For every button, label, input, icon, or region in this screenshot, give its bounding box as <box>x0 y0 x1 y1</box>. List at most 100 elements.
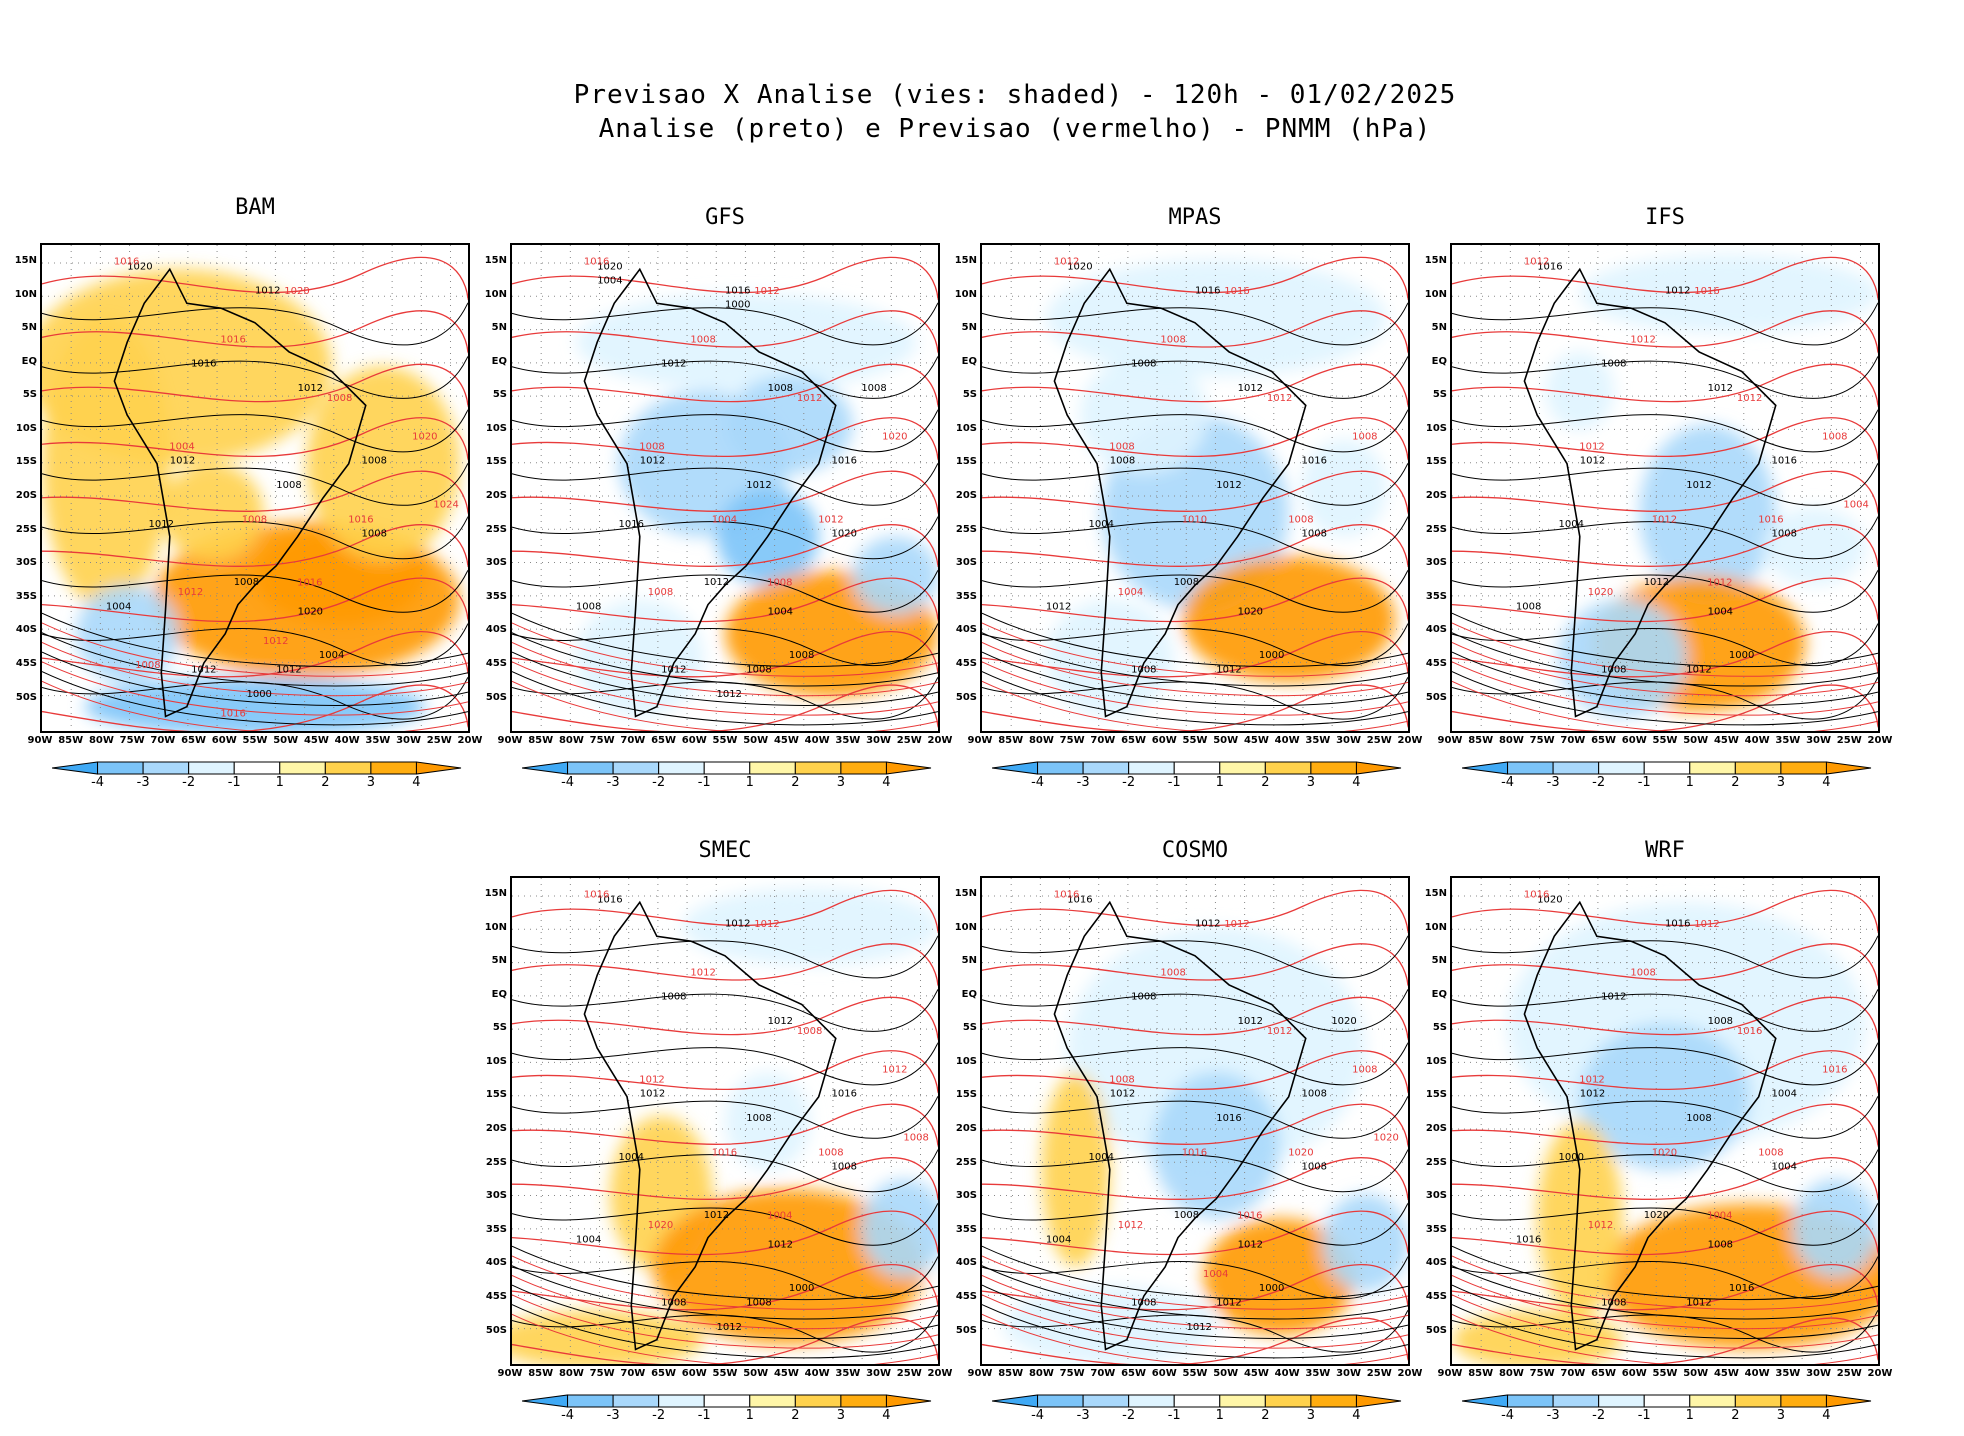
colorbar-swatch <box>522 1394 569 1408</box>
forecast-isobar-label: 1008 <box>797 1026 822 1037</box>
panel-title: BAM <box>235 195 275 220</box>
forecast-isobar-label: 1016 <box>584 890 609 901</box>
map-plot: 1016 1012 1008 1012 1012 1008 1016 1004 1012 1012… <box>510 876 940 1366</box>
forecast-isobar <box>512 1317 938 1364</box>
analysis-isobar-label: 1004 <box>1559 519 1584 530</box>
colorbar-swatch <box>142 761 190 775</box>
forecast-isobar <box>512 1050 938 1093</box>
bias-area <box>1537 1121 1623 1316</box>
lat-label: 5N <box>491 955 507 967</box>
colorbar-label: 1 <box>1685 1408 1694 1423</box>
south-america-coastline <box>1523 267 1777 718</box>
lon-label: 50W <box>1683 735 1709 746</box>
colorbar-swatch <box>1507 1394 1554 1408</box>
analysis-isobar-label: 1012 <box>640 456 665 467</box>
bias-area <box>1067 926 1366 1170</box>
lon-label: 60W <box>211 735 237 746</box>
analysis-isobar <box>1452 1149 1878 1193</box>
lon-label: 85W <box>528 1368 554 1379</box>
southern-isobar <box>982 661 1408 716</box>
forecast-isobar <box>42 577 468 623</box>
forecast-isobar <box>1452 889 1878 933</box>
lon-label: 50W <box>273 735 299 746</box>
colorbar-swatch <box>1462 1394 1509 1408</box>
lon-label: 65W <box>1121 735 1147 746</box>
lat-label: 10N <box>1424 921 1447 933</box>
analysis-isobar <box>512 1096 938 1139</box>
lon-label: 55W <box>1182 735 1208 746</box>
lon-label: 75W <box>1059 735 1085 746</box>
colorbar-label: 3 <box>836 1408 846 1423</box>
bias-area <box>76 585 179 683</box>
colorbar-label: 1 <box>1215 1408 1224 1423</box>
colorbar-label: -1 <box>697 775 711 790</box>
lon-label: 50W <box>743 735 769 746</box>
forecast-isobar-label: 1008 <box>1758 1147 1783 1158</box>
colorbar-label: -1 <box>1167 1408 1181 1423</box>
lat-label: 40S <box>955 1257 977 1269</box>
colorbar-label: -1 <box>697 1408 711 1423</box>
forecast-isobar <box>982 631 1408 678</box>
colorbar-swatch <box>658 1394 705 1408</box>
analysis-isobar-label: 1016 <box>597 894 622 905</box>
lon-label: 20W <box>457 735 483 746</box>
bias-shading <box>1045 259 1396 717</box>
lat-label: 15S <box>485 1089 507 1101</box>
lat-label: EQ <box>491 988 507 1000</box>
analysis-isobar <box>982 1042 1408 1086</box>
analysis-isobar-label: 1020 <box>1644 1210 1669 1221</box>
analysis-isobar-label: 1016 <box>1772 456 1797 467</box>
southern-isobar <box>512 1255 938 1310</box>
southern-isobar <box>512 612 938 668</box>
forecast-isobar-label: 1016 <box>712 1147 737 1158</box>
analysis-isobar-label: 1008 <box>1708 1239 1733 1250</box>
bias-area <box>1182 556 1396 683</box>
southern-isobar <box>42 680 468 731</box>
lon-label: 45W <box>773 735 799 746</box>
lat-label: 15S <box>485 456 507 468</box>
panel-title: SMEC <box>698 838 752 863</box>
lon-label: 80W <box>1498 1368 1524 1379</box>
lat-label: 25S <box>1425 523 1447 535</box>
forecast-isobar-label: 1016 <box>1758 514 1783 525</box>
analysis-isobar-label: 1004 <box>768 606 793 617</box>
colorbar <box>522 761 932 775</box>
analysis-isobar-label: 1004 <box>106 602 131 613</box>
analysis-isobar-label: 1012 <box>746 480 771 491</box>
analysis-isobar-label: 1012 <box>1216 665 1241 676</box>
lat-label: 10S <box>485 1055 507 1067</box>
lon-label: 55W <box>1652 1368 1678 1379</box>
southern-isobar <box>42 661 468 716</box>
forecast-isobar <box>42 524 468 567</box>
lat-label: 5S <box>962 389 977 401</box>
lon-label: 35W <box>835 735 861 746</box>
forecast-isobar <box>512 1210 938 1256</box>
colorbar-label: 3 <box>1776 1408 1786 1423</box>
forecast-isobar-label: 1008 <box>903 1133 928 1144</box>
forecast-isobar-label: 1008 <box>1288 514 1313 525</box>
analysis-isobar-label: 1004 <box>1772 1089 1797 1100</box>
colorbar-label: 4 <box>882 775 891 790</box>
analysis-isobar-label: 1012 <box>1665 286 1690 297</box>
forecast-isobar <box>42 631 468 678</box>
colorbar-label: -2 <box>1592 1408 1606 1423</box>
colorbar-label: 2 <box>1731 775 1740 790</box>
analysis-isobar-label: 1020 <box>1238 606 1263 617</box>
analysis-isobar-label: 1012 <box>276 665 301 676</box>
analysis-isobar <box>512 623 938 666</box>
analysis-isobar-label: 1008 <box>789 650 814 661</box>
forecast-isobar <box>982 417 1408 460</box>
lon-label: 35W <box>1305 735 1331 746</box>
analysis-isobar-label: 1008 <box>661 1298 686 1309</box>
panel-title: MPAS <box>1168 205 1222 230</box>
lon-label: 85W <box>998 735 1024 746</box>
bias-area <box>42 317 170 610</box>
lon-label: 25W <box>1836 1368 1862 1379</box>
south-america-coastline <box>1523 900 1777 1351</box>
lat-label: 25S <box>955 523 977 535</box>
forecast-isobar <box>982 996 1408 1040</box>
analysis-isobar-label: 1004 <box>319 650 344 661</box>
analysis-isobar <box>982 989 1408 1032</box>
colorbar-label: 4 <box>412 775 421 790</box>
colorbar-label: 4 <box>882 1408 891 1423</box>
